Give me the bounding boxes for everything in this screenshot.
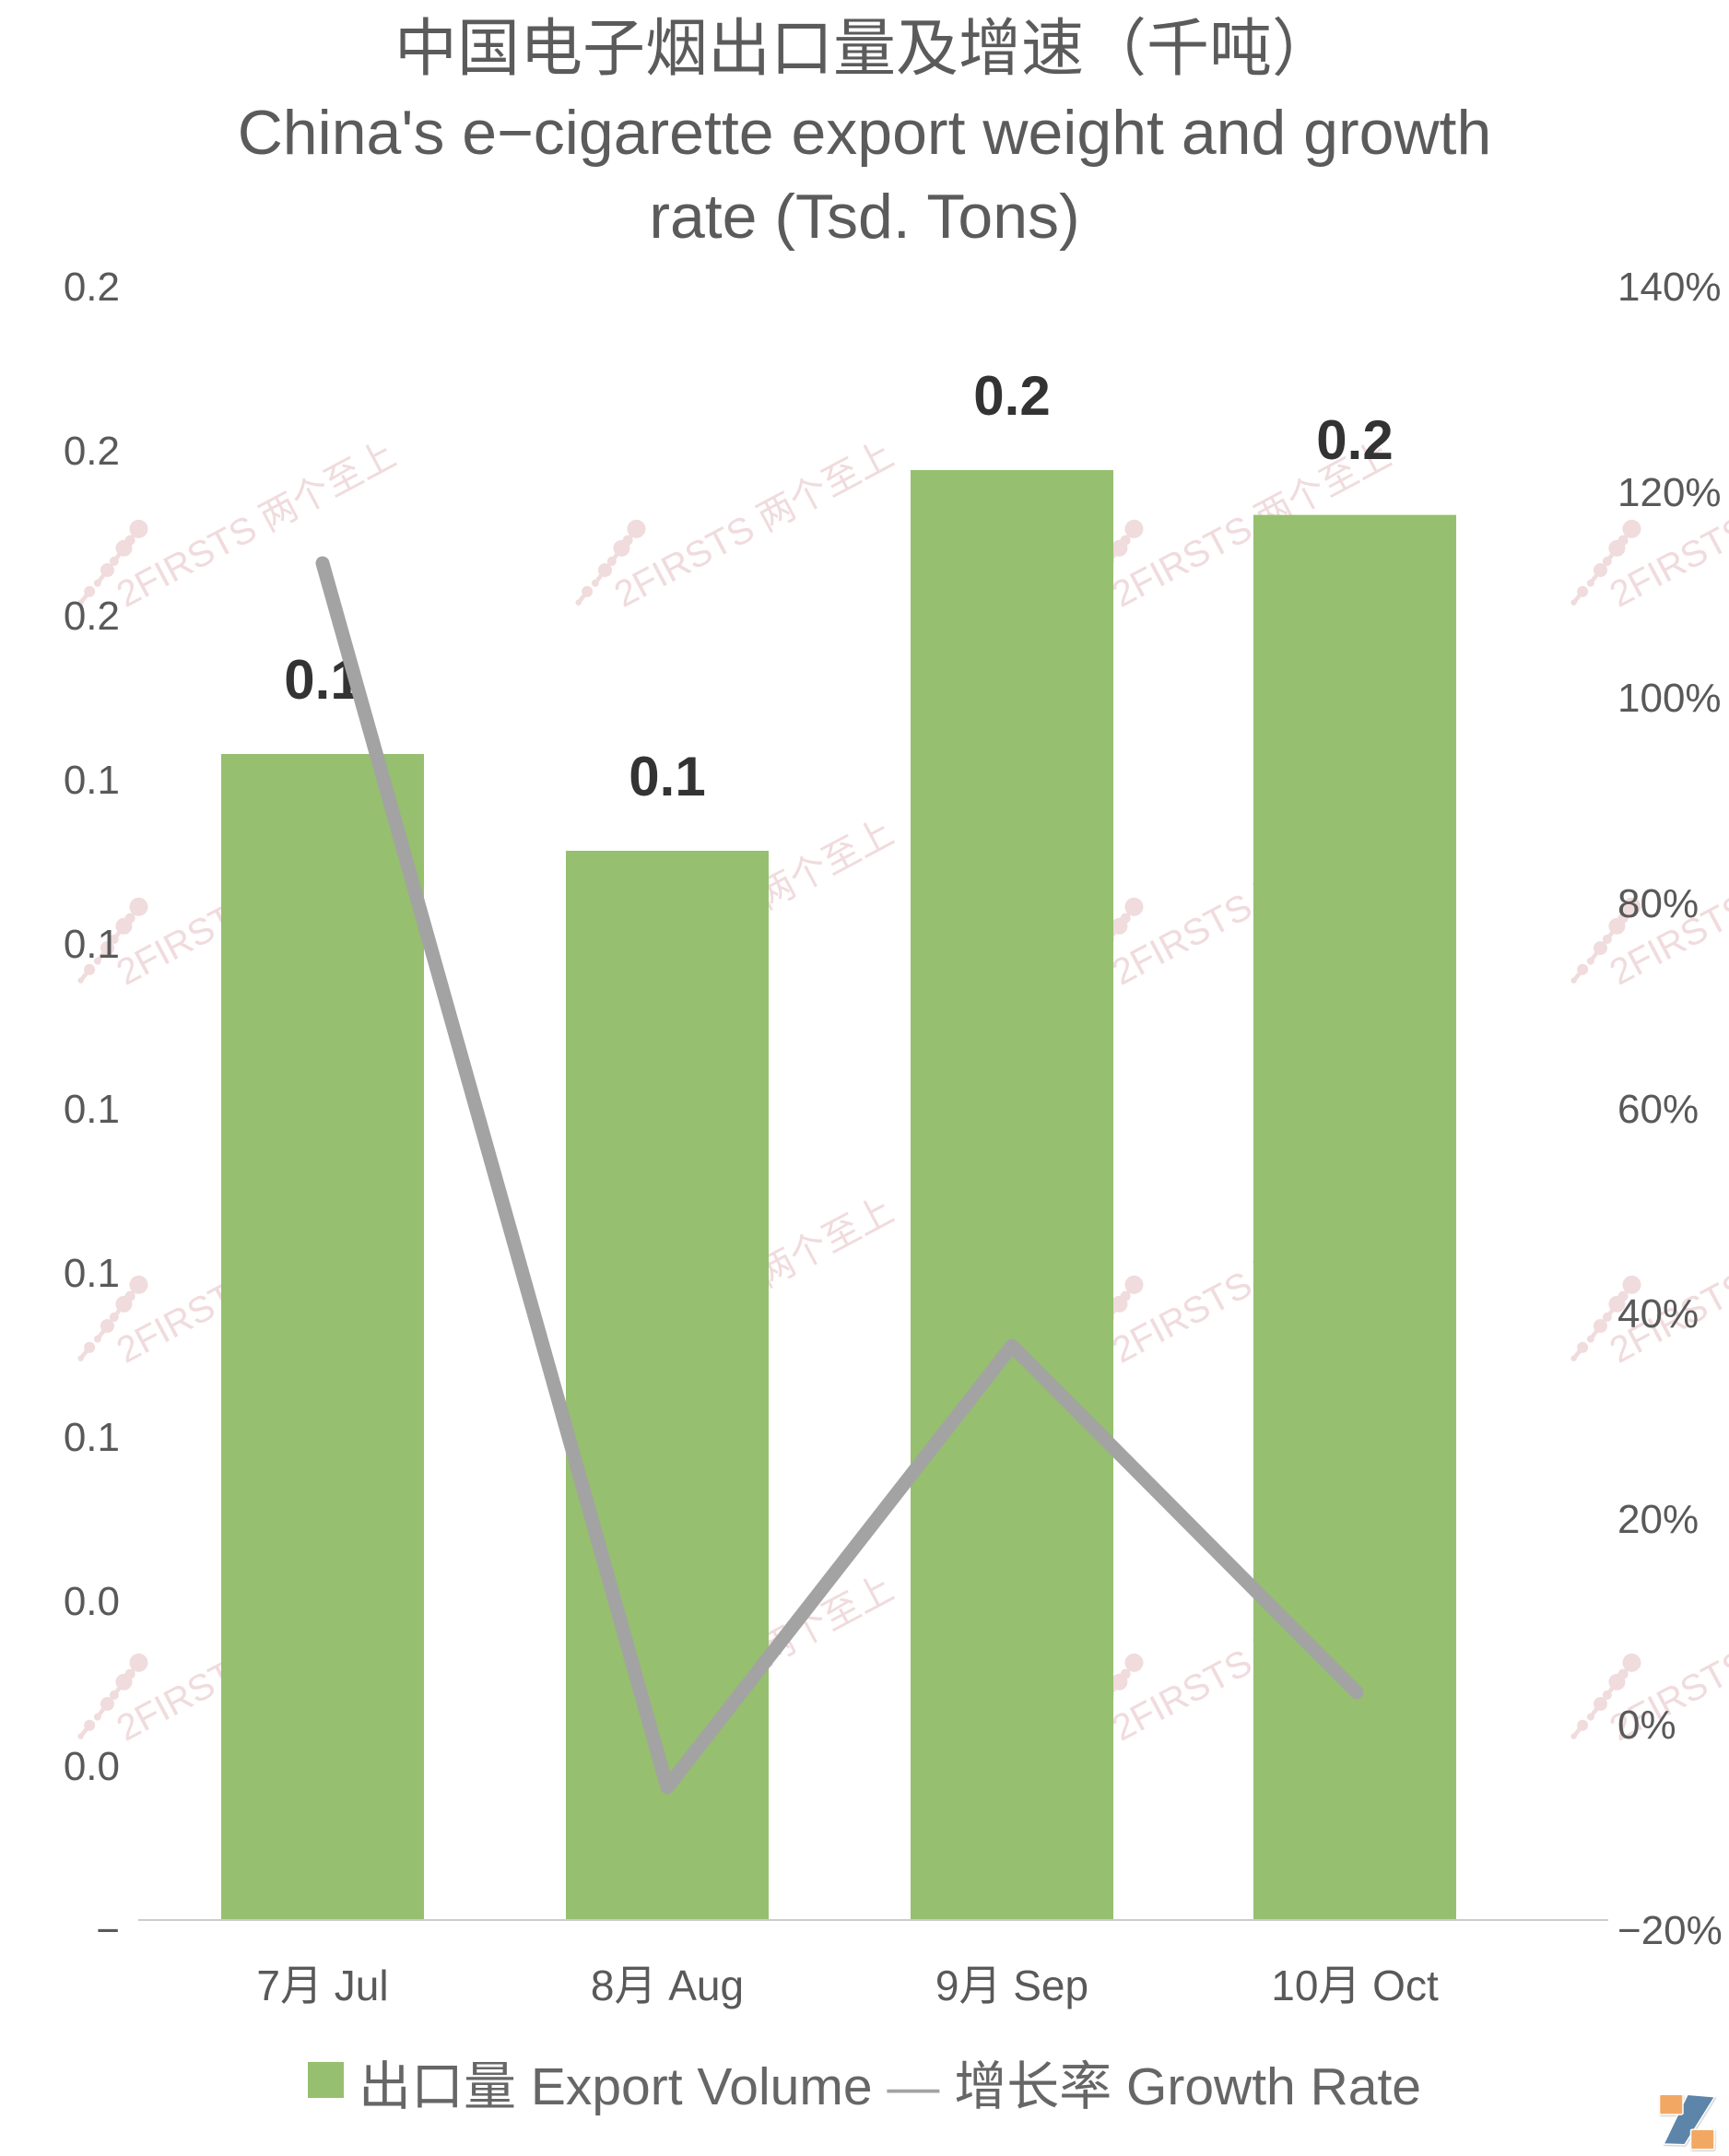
svg-text:0.2: 0.2 bbox=[973, 365, 1050, 427]
svg-text:0.1: 0.1 bbox=[629, 746, 705, 807]
svg-text:0.2: 0.2 bbox=[1316, 409, 1393, 471]
